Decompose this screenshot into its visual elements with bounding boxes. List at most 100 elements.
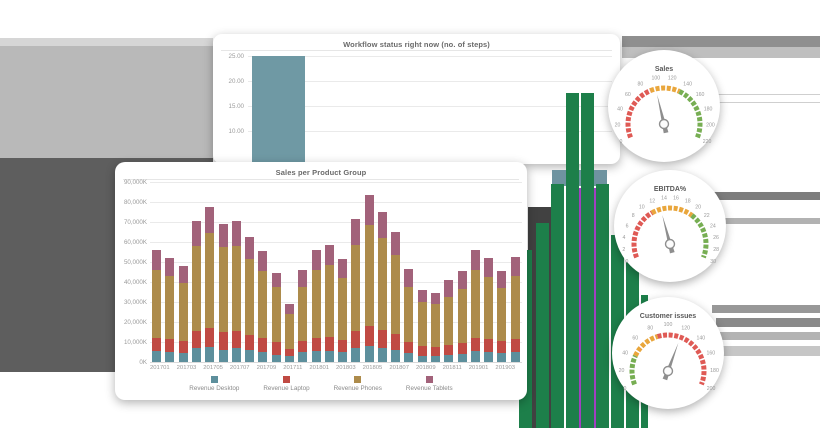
stacked-bar-201808[interactable] (404, 269, 414, 362)
bar-segment[interactable] (205, 233, 215, 328)
stacked-bar-201707[interactable] (231, 221, 241, 362)
bar-segment[interactable] (338, 352, 348, 362)
bar-segment[interactable] (218, 350, 228, 362)
gauge-card-gauge_customer_issues[interactable]: Customer issues 0 20 40 60 80 100 120 140 160 180 2… (612, 297, 724, 409)
bar-segment[interactable] (338, 278, 348, 340)
bar-segment[interactable] (231, 221, 241, 246)
stacked-bar-201703[interactable] (178, 266, 188, 362)
bar-segment[interactable] (324, 265, 334, 337)
bar-segment[interactable] (457, 271, 467, 289)
bar-segment[interactable] (404, 342, 414, 353)
bar-segment[interactable] (231, 246, 241, 331)
bar-segment[interactable] (338, 259, 348, 278)
bar-segment[interactable] (484, 258, 494, 277)
bar-segment[interactable] (245, 259, 255, 335)
bar-segment[interactable] (510, 339, 520, 352)
stacked-bar-201901[interactable] (470, 250, 480, 362)
bar-segment[interactable] (271, 355, 281, 362)
bar-segment[interactable] (298, 270, 308, 287)
bar-segment[interactable] (404, 353, 414, 362)
bar-segment[interactable] (218, 332, 228, 350)
bar-segment[interactable] (152, 338, 162, 351)
bar-segment[interactable] (351, 348, 361, 362)
bar-segment[interactable] (364, 195, 374, 225)
legend-item-revenue-tablets[interactable]: Revenue Tablets (406, 376, 453, 392)
bar-segment[interactable] (284, 349, 294, 356)
stacked-bar-201903[interactable] (497, 271, 507, 362)
bar-segment[interactable] (351, 331, 361, 348)
bar-segment[interactable] (391, 255, 401, 334)
bar-segment[interactable] (351, 245, 361, 331)
bar-segment[interactable] (245, 237, 255, 259)
bar-segment[interactable] (191, 246, 201, 331)
bar-segment[interactable] (497, 288, 507, 341)
bar-segment[interactable] (191, 331, 201, 348)
bar-segment[interactable] (417, 346, 427, 356)
bar-segment[interactable] (457, 354, 467, 362)
bar-segment[interactable] (324, 245, 334, 265)
bar-segment[interactable] (271, 342, 281, 355)
bar-segment[interactable] (377, 330, 387, 348)
legend-item-revenue-laptop[interactable]: Revenue Laptop (263, 376, 310, 392)
stacked-bar-201811[interactable] (444, 280, 454, 362)
bar-segment[interactable] (284, 314, 294, 349)
bar-segment[interactable] (351, 219, 361, 245)
bar-segment[interactable] (245, 335, 255, 350)
bar-segment[interactable] (258, 251, 268, 271)
bar-segment[interactable] (417, 302, 427, 346)
bar-segment[interactable] (470, 351, 480, 362)
bar-segment[interactable] (431, 293, 441, 304)
stacked-bar-201807[interactable] (391, 232, 401, 362)
bar-segment[interactable] (178, 283, 188, 341)
bar-segment[interactable] (377, 238, 387, 330)
bar-segment[interactable] (431, 356, 441, 362)
stacked-bar-201705[interactable] (205, 207, 215, 362)
bar-segment[interactable] (444, 280, 454, 297)
stacked-bar-201711[interactable] (284, 304, 294, 362)
bar-segment[interactable] (178, 341, 188, 353)
stacked-bar-201710[interactable] (271, 273, 281, 362)
bar-segment[interactable] (497, 271, 507, 288)
bar-segment[interactable] (497, 341, 507, 353)
bar-segment[interactable] (205, 347, 215, 362)
stacked-bar-201810[interactable] (431, 293, 441, 362)
bar-segment[interactable] (205, 207, 215, 233)
bar-segment[interactable] (510, 276, 520, 339)
bar-segment[interactable] (324, 337, 334, 351)
bar-segment[interactable] (417, 356, 427, 362)
bar-segment[interactable] (152, 250, 162, 270)
bar-segment[interactable] (271, 273, 281, 287)
bar-segment[interactable] (391, 232, 401, 255)
bar-segment[interactable] (165, 352, 175, 362)
bar-segment[interactable] (391, 334, 401, 350)
bar-segment[interactable] (364, 346, 374, 362)
bar-segment[interactable] (364, 225, 374, 326)
bar-segment[interactable] (258, 271, 268, 338)
legend-item-revenue-phones[interactable]: Revenue Phones (334, 376, 382, 392)
bar-segment[interactable] (457, 343, 467, 354)
bar-segment[interactable] (431, 304, 441, 347)
bar-segment[interactable] (484, 339, 494, 352)
bar-segment[interactable] (497, 353, 507, 362)
bar-segment[interactable] (152, 351, 162, 362)
stacked-bar-201706[interactable] (218, 224, 228, 362)
bar-segment[interactable] (311, 250, 321, 270)
bar-segment[interactable] (298, 341, 308, 352)
stacked-bar-201712[interactable] (298, 270, 308, 362)
stacked-bar-201802[interactable] (324, 245, 334, 362)
bar-segment[interactable] (324, 351, 334, 362)
bar-segment[interactable] (484, 352, 494, 362)
bar-segment[interactable] (284, 356, 294, 362)
bar-segment[interactable] (431, 347, 441, 356)
bar-segment[interactable] (404, 269, 414, 287)
bar-segment[interactable] (510, 257, 520, 276)
stacked-bar-201702[interactable] (165, 258, 175, 362)
stacked-bar-201701[interactable] (152, 250, 162, 362)
bar-segment[interactable] (178, 266, 188, 283)
bar-segment[interactable] (205, 328, 215, 347)
bar-segment[interactable] (404, 287, 414, 342)
gauge-card-gauge_ebitda[interactable]: EBITDA% 0 2 4 6 8 10 12 14 16 18 20 22 24 26 28 30 (614, 170, 726, 282)
stacked-bar-201804[interactable] (351, 219, 361, 362)
bar-segment[interactable] (231, 348, 241, 362)
bar-segment[interactable] (311, 270, 321, 338)
